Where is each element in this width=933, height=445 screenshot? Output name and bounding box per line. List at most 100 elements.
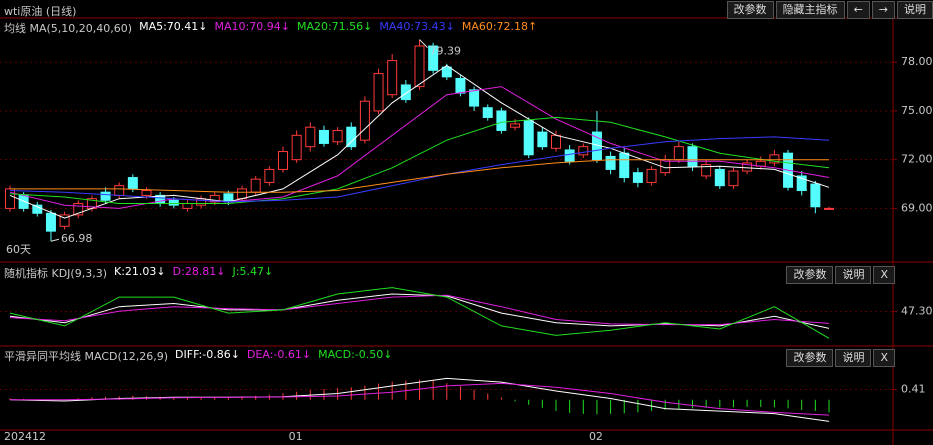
candle-body: [428, 45, 439, 71]
candle-body: [441, 66, 452, 78]
candle-body: [264, 168, 275, 183]
panel-button[interactable]: X: [873, 349, 895, 367]
kdj-header: 随机指标 KDJ(9,3,3) K:21.03↓ D:28.81↓ J:5.47↓: [4, 265, 273, 281]
candle-body: [551, 134, 561, 149]
panel-title: 均线 MA(5,10,20,40,60): [4, 22, 133, 35]
candle-body: [45, 212, 56, 232]
toolbar-buttons: 改参数 隐藏主指标 ← → 说明: [726, 1, 933, 19]
candle-body: [100, 191, 111, 201]
candle-body: [141, 190, 152, 196]
legend-entry: MA10:70.94↓: [214, 20, 290, 33]
indicator-line: [9, 294, 830, 326]
candle-body: [578, 146, 589, 156]
candle-body: [237, 188, 248, 200]
legend-entry: DEA:-0.61↓: [246, 348, 312, 361]
candle-body: [5, 188, 15, 209]
y-tick-label: 72.00: [901, 153, 933, 166]
x-tick-label: 01: [289, 430, 303, 443]
candle-body: [414, 45, 425, 88]
legend-entry: J:5.47↓: [232, 265, 274, 278]
candle-body: [769, 154, 780, 164]
annotation-pointer: [419, 39, 428, 49]
toolbar: wti原油 (日线): [4, 3, 76, 19]
legend-entry: MACD:-0.50↓: [318, 348, 393, 361]
panel-title: 平滑异同平均线 MACD(12,26,9): [4, 350, 169, 363]
indicator-line: [9, 287, 830, 339]
candle-body: [250, 178, 261, 193]
indicator-line: [9, 116, 830, 204]
candle-body: [359, 100, 370, 141]
candle-body: [742, 162, 753, 172]
candle-body: [482, 107, 493, 118]
legend-entry: MA60:72.18↑: [461, 20, 538, 33]
y-tick-label: 0.41: [901, 382, 926, 395]
annotation: 79.39: [430, 45, 462, 58]
candle-body: [168, 199, 179, 206]
candle-body: [796, 175, 807, 192]
candle-body: [728, 170, 739, 187]
panel-button[interactable]: 说明: [835, 349, 872, 367]
y-tick-label: 78.00: [901, 55, 933, 68]
annotation-pointer: [50, 238, 60, 242]
candle-body: [373, 73, 384, 112]
candle-body: [32, 204, 43, 214]
candle-body: [537, 131, 548, 148]
indicator-line: [10, 382, 830, 416]
candle-body: [387, 60, 398, 96]
candle-body: [127, 177, 138, 190]
candle-body: [73, 203, 84, 216]
panel-button[interactable]: 说明: [835, 266, 872, 284]
candle-body: [59, 214, 70, 227]
legend-entry: D:28.81↓: [172, 265, 226, 278]
candle-body: [632, 172, 643, 183]
indicator-line: [10, 159, 829, 193]
kdj-buttons: 改参数 说明 X: [786, 266, 895, 284]
candle-body: [510, 123, 521, 128]
legend-entry: K:21.03↓: [114, 265, 166, 278]
toolbar-button[interactable]: 说明: [897, 1, 933, 19]
legend-entry: MA40:73.43↓: [379, 20, 455, 33]
candle-body: [701, 164, 712, 177]
panel-button[interactable]: 改参数: [786, 349, 834, 367]
candle-body: [400, 84, 411, 101]
candle-body: [182, 203, 193, 209]
panel-title: 随机指标 KDJ(9,3,3): [4, 267, 107, 280]
candle-body: [564, 149, 575, 162]
candle-body: [687, 146, 698, 167]
candle-body: [346, 126, 357, 148]
candle-body: [673, 146, 684, 161]
candle-body: [523, 120, 534, 156]
toolbar-button[interactable]: 改参数: [726, 1, 774, 19]
candle-body: [278, 151, 288, 170]
legend-entry: DIFF:-0.86↓: [175, 348, 240, 361]
panel-button[interactable]: 改参数: [786, 266, 834, 284]
candle-body: [605, 155, 616, 170]
candle-body: [318, 129, 329, 144]
toolbar-button[interactable]: →: [871, 1, 895, 19]
candle-body: [209, 194, 220, 203]
annotation: 66.98: [61, 232, 92, 245]
candle-body: [714, 168, 725, 187]
toolbar-button[interactable]: ←: [846, 1, 870, 19]
period-label: 60天: [6, 243, 31, 256]
macd-header: 平滑异同平均线 MACD(12,26,9) DIFF:-0.86↓ DEA:-0.6…: [4, 348, 392, 364]
candle-body: [332, 129, 343, 143]
macd-buttons: 改参数 说明 X: [786, 349, 895, 367]
indicator-line: [9, 136, 830, 203]
candle-body: [469, 89, 480, 107]
window-title: wti原油 (日线): [4, 5, 77, 18]
main-header: 均线 MA(5,10,20,40,60) MA5:70.41↓ MA10:70.94…: [4, 20, 537, 36]
y-tick-label: 47.30: [901, 305, 933, 318]
candle-body: [305, 126, 316, 148]
y-tick-label: 69.00: [901, 201, 933, 214]
candle-body: [114, 185, 125, 196]
candle-body: [455, 77, 466, 94]
candle-body: [619, 152, 630, 179]
toolbar-button[interactable]: 隐藏主指标: [775, 1, 845, 19]
candle-body: [824, 207, 834, 210]
legend-entry: MA20:71.56↓: [296, 20, 373, 33]
panel-button[interactable]: X: [873, 266, 895, 284]
candle-body: [646, 168, 657, 183]
